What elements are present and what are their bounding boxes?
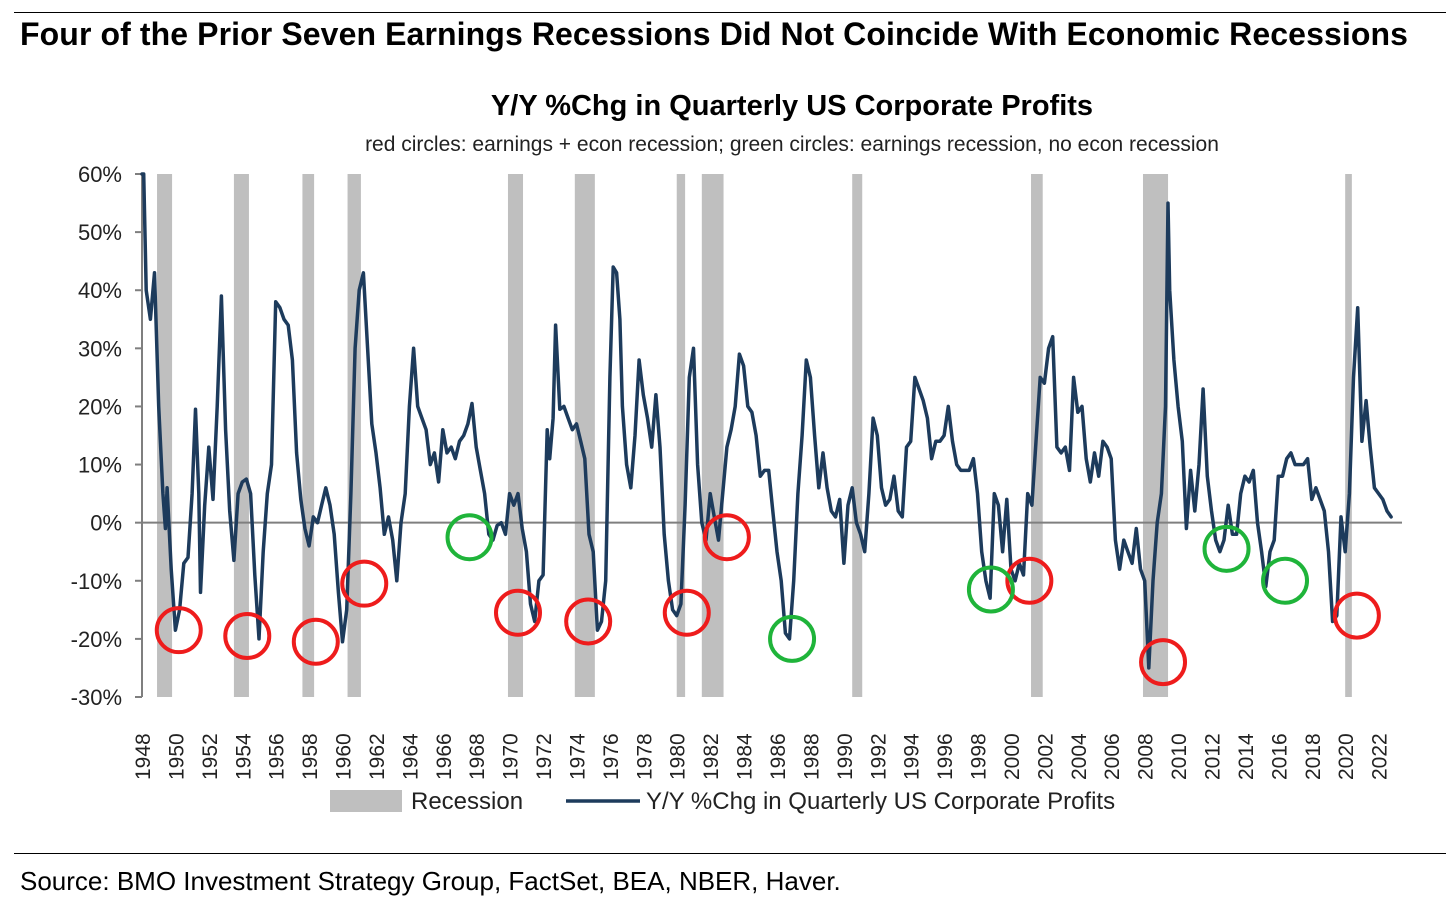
x-tick-label: 1960 [333,733,356,780]
x-tick-label: 1980 [667,733,690,780]
x-tick-label: 1994 [901,733,924,780]
red-circle [340,559,389,608]
recession-band [676,174,686,697]
red-circle [223,611,272,660]
chart-title: Y/Y %Chg in Quarterly US Corporate Profi… [491,90,1093,122]
green-circle [1202,524,1251,573]
x-tick-label: 2008 [1135,733,1158,780]
y-tick-label: -30% [71,685,122,710]
x-tick-label: 2000 [1001,733,1024,780]
x-axis: 1948 1950 1952 1954 1956 1958 1960 1962 1964 1966… [132,733,1392,780]
recession-band [233,174,249,697]
recession-band [302,174,315,697]
x-tick-label: 1978 [633,733,656,780]
x-tick-label: 1988 [800,733,823,780]
red-circle [154,606,203,655]
x-tick-label: 2014 [1235,733,1258,780]
source-note: Source: BMO Investment Strategy Group, F… [20,866,841,896]
x-tick-label: 1956 [266,733,289,780]
red-circle [291,617,340,666]
green-circle [445,513,494,562]
x-tick-label: 1962 [366,733,389,780]
x-tick-label: 1982 [700,733,723,780]
x-tick-label: 2020 [1335,733,1358,780]
x-tick-label: 1958 [299,733,322,780]
y-tick-label: -10% [71,569,122,594]
recession-band [1345,174,1352,697]
x-tick-label: 2012 [1201,733,1224,780]
x-tick-label: 2002 [1034,733,1057,780]
recession-band [157,174,173,697]
y-tick-label: 60% [78,162,122,187]
x-tick-label: 1964 [399,733,422,780]
chart-subtitle: red circles: earnings + econ recession; … [365,133,1219,156]
y-tick-label: 20% [78,394,122,419]
y-tick-label: 50% [78,220,122,245]
red-circle [1005,556,1054,605]
y-tick-label: -20% [71,627,122,652]
y-axis: -30% -20% -10% 0% 10% 20% 30% 40% 50% 60% [71,162,143,710]
highlight-circles [154,513,1381,687]
x-tick-label: 1974 [566,733,589,780]
x-tick-label: 1952 [199,733,222,780]
recession-band [701,174,724,697]
x-tick-label: 1996 [934,733,957,780]
x-tick-label: 2010 [1168,733,1191,780]
y-tick-label: 40% [78,278,122,303]
red-circle [1332,591,1381,640]
x-tick-label: 2018 [1302,733,1325,780]
x-tick-label: 1970 [500,733,523,780]
y-tick-label: 30% [78,336,122,361]
green-circle [966,565,1015,614]
legend-series-label: Y/Y %Chg in Quarterly US Corporate Profi… [646,788,1115,815]
x-tick-label: 1972 [533,733,556,780]
red-circle [564,597,613,646]
x-tick-label: 1984 [734,733,757,780]
y-tick-label: 0% [90,511,122,536]
x-tick-label: 1954 [232,733,255,780]
headline: Four of the Prior Seven Earnings Recessi… [20,16,1409,52]
x-tick-label: 1950 [165,733,188,780]
x-tick-label: 1966 [433,733,456,780]
x-tick-label: 1948 [132,733,155,780]
x-tick-label: 2022 [1369,733,1392,780]
x-tick-label: 2004 [1068,733,1091,780]
x-tick-label: 1976 [600,733,623,780]
legend-recession-label: Recession [411,788,523,815]
recession-band [852,174,863,697]
top-rule [14,12,1446,13]
profits-chart: Y/Y %Chg in Quarterly US Corporate Profi… [71,90,1402,815]
legend: Recession Y/Y %Chg in Quarterly US Corpo… [330,788,1115,815]
recession-band [507,174,524,697]
red-circle [702,513,751,562]
green-circle [768,614,817,663]
x-tick-label: 1992 [867,733,890,780]
x-tick-label: 2016 [1268,733,1291,780]
profits-line [140,172,1393,670]
x-tick-label: 1968 [466,733,489,780]
red-circle [662,588,711,637]
x-tick-label: 1990 [834,733,857,780]
y-tick-label: 10% [78,453,122,478]
x-tick-label: 2006 [1101,733,1124,780]
legend-recession-swatch [330,790,402,812]
recession-band [574,174,595,697]
x-tick-label: 1998 [968,733,991,780]
red-circle [1139,638,1188,687]
bottom-rule [14,853,1446,854]
red-circle [493,588,542,637]
green-circle [1261,556,1310,605]
x-tick-label: 1986 [767,733,790,780]
